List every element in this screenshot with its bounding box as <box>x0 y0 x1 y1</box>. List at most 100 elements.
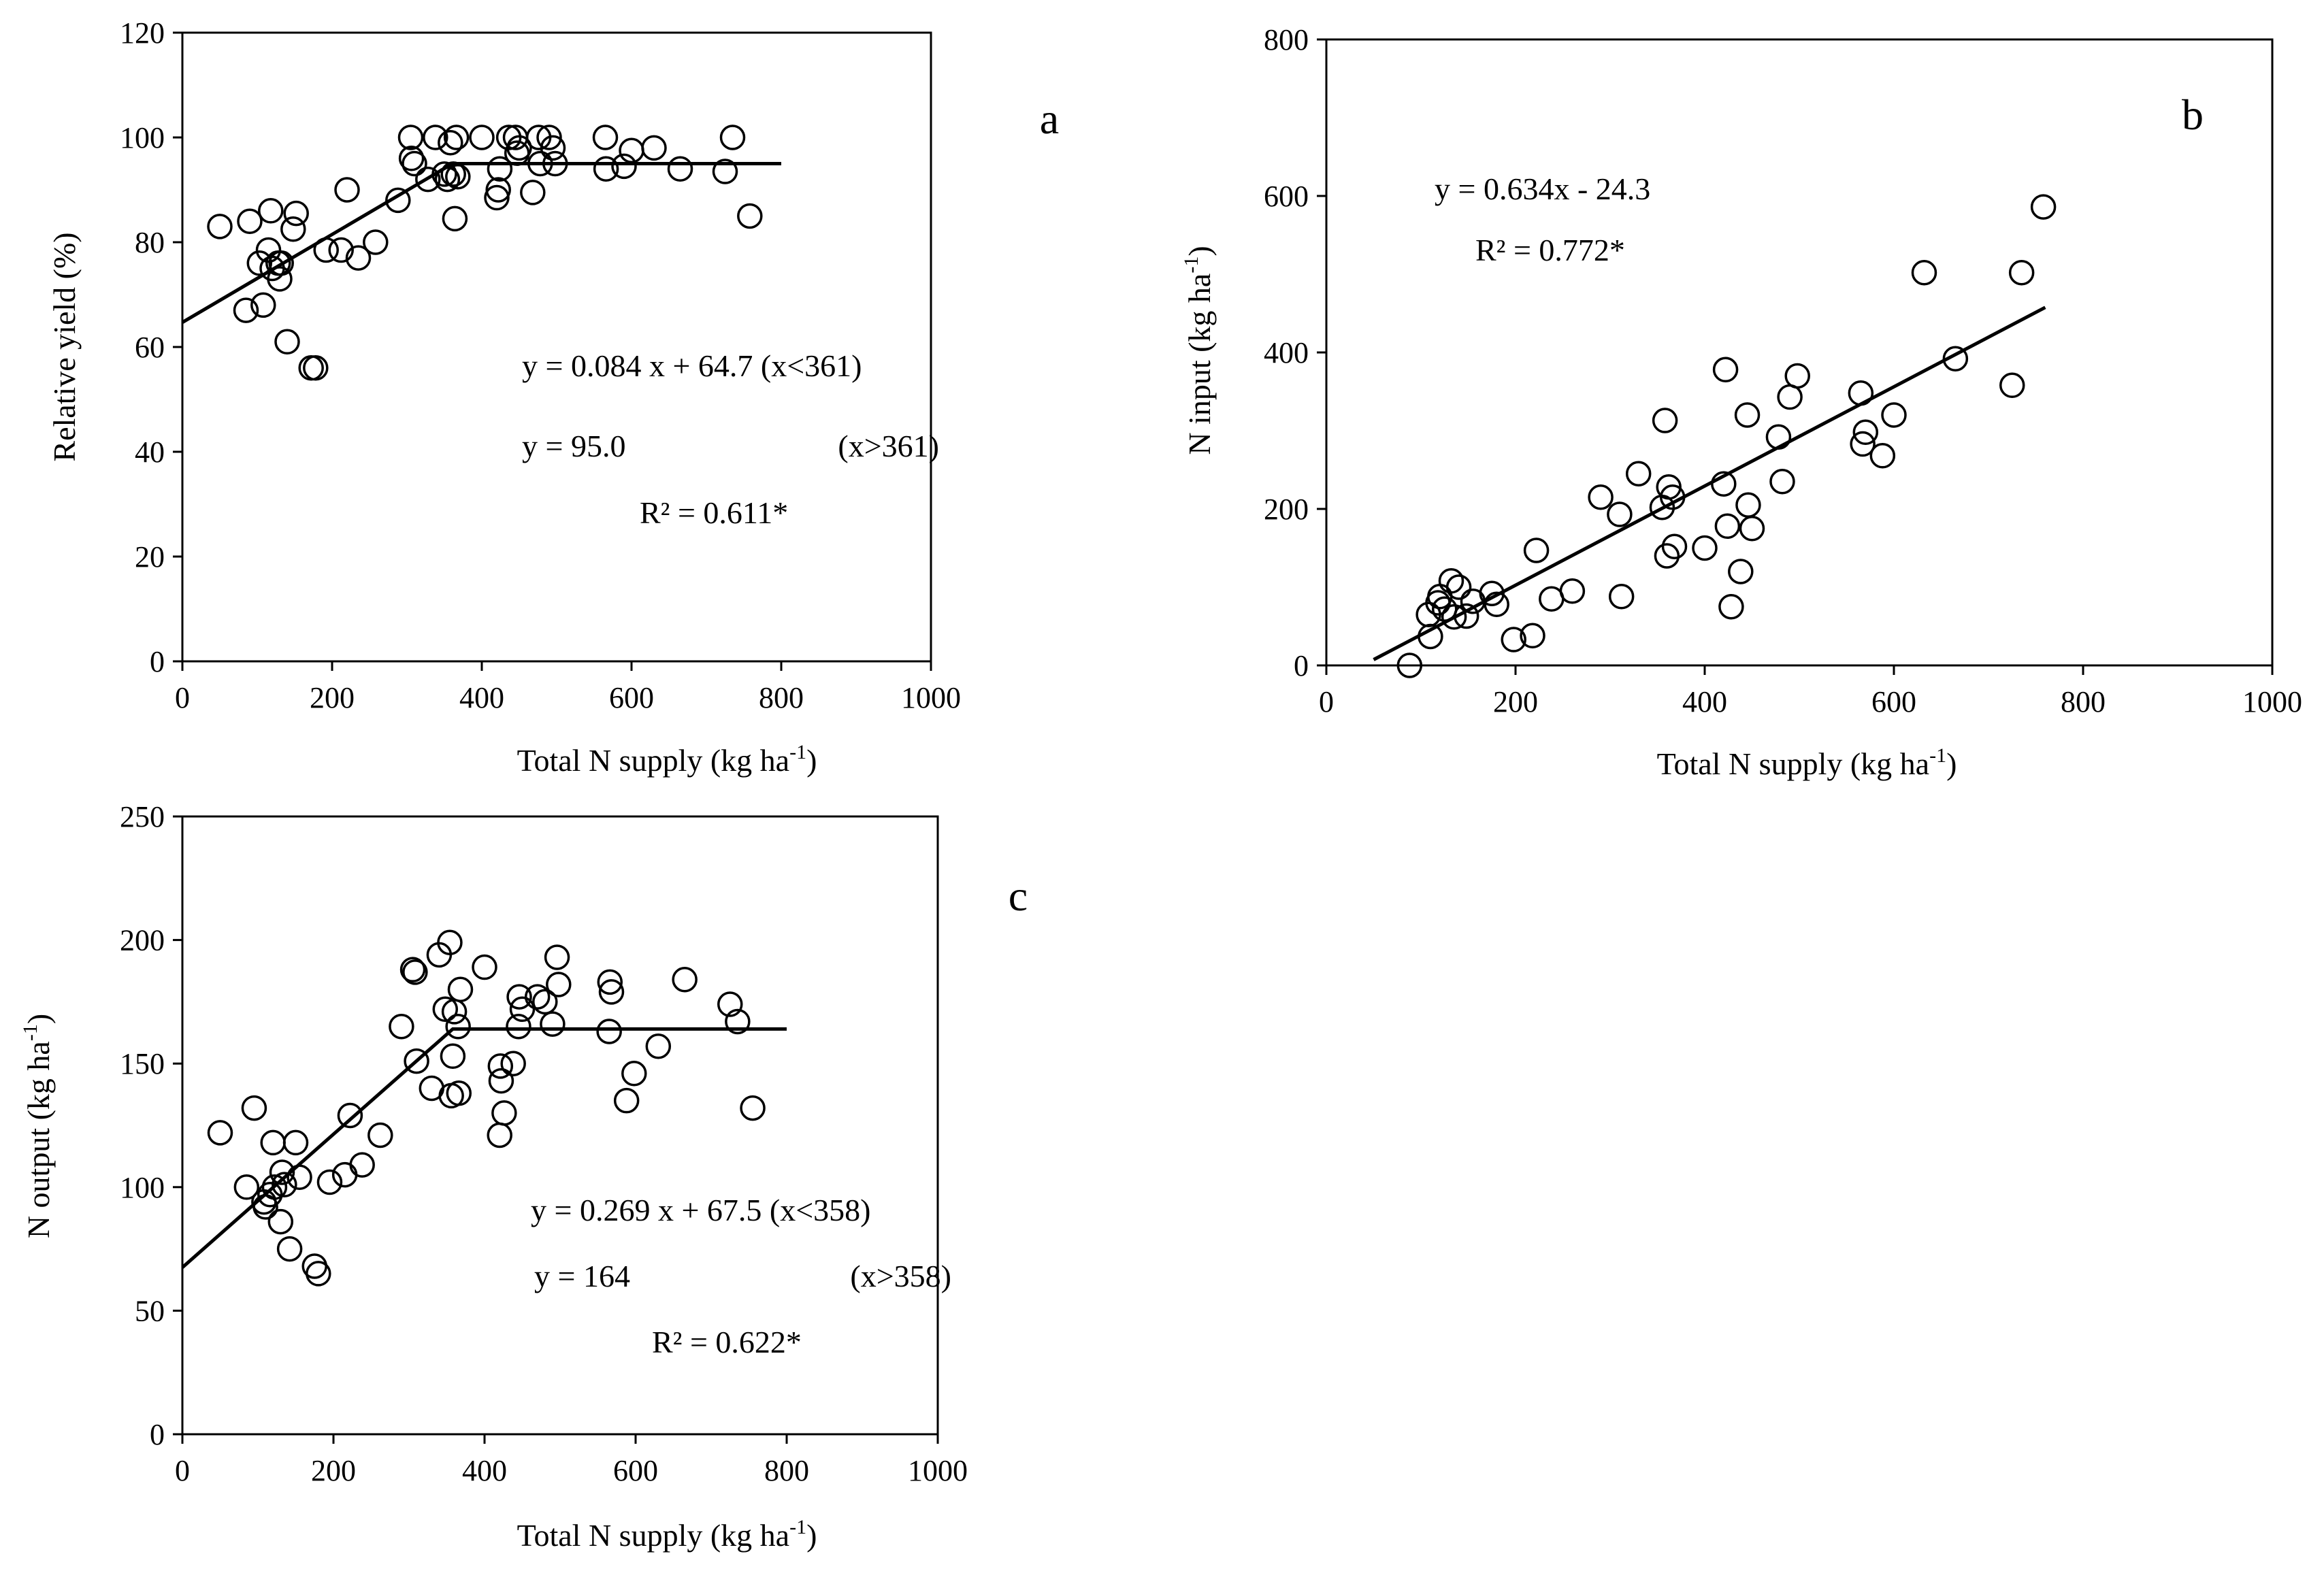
panel-c-x-tick-label: 200 <box>311 1454 356 1487</box>
panel-c-data-point <box>740 1095 766 1121</box>
panel-c-data-point <box>645 1033 672 1059</box>
panel-b-data-point <box>1850 431 1876 457</box>
panel-b-data-point <box>1445 574 1472 600</box>
panel-b-data-point <box>1520 623 1545 649</box>
panel-c-x-tick-label: 800 <box>764 1454 809 1487</box>
panel-c-data-point <box>272 1172 297 1197</box>
panel-b-data-point <box>1852 419 1879 446</box>
panel-c-data-point <box>506 984 532 1010</box>
panel-c-r-squared: R² = 0.622* <box>652 1325 802 1359</box>
panel-b-data-point <box>1523 538 1550 563</box>
panel-b-data-point <box>1608 584 1635 610</box>
panel-a-data-point <box>592 125 619 150</box>
panel-b-x-tick-label: 400 <box>1682 685 1727 718</box>
panel-c-y-tick-label: 0 <box>150 1418 165 1451</box>
panel-a-data-point <box>667 156 693 182</box>
panel-b-data-point <box>1661 533 1688 559</box>
panel-c: 0 200 400 600 800 1000 0 50 100 150 200 250 c y = 0… <box>19 800 1028 1553</box>
panel-c-data-point <box>207 1120 233 1146</box>
panel-a-data-point <box>415 166 441 193</box>
panel-c-data-point <box>389 1013 414 1040</box>
panel-c-data-point <box>509 996 536 1023</box>
panel-a-x-tick-label: 1000 <box>901 681 961 714</box>
panel-c-data-point <box>260 1129 286 1156</box>
panel-a-data-point <box>268 250 294 276</box>
panel-c-data-point <box>276 1236 303 1262</box>
panel-a-y-tick-label: 100 <box>120 121 165 154</box>
panel-c-equation-2: y = 164 <box>534 1259 630 1293</box>
panel-a: 0 200 400 600 800 1000 0 20 40 60 80 100 120 a y = 0… <box>47 16 1059 778</box>
panel-c-y-axis-label: N output (kg ha-1) <box>19 1014 56 1238</box>
panel-a-data-point <box>328 237 354 263</box>
panel-b-data-point <box>2030 194 2057 220</box>
panel-c-x-tick-label: 600 <box>613 1454 658 1487</box>
panel-a-data-point <box>280 216 306 242</box>
panel-c-data-point <box>597 969 623 995</box>
panel-c-x-axis-label: Total N supply (kg ha-1) <box>517 1516 817 1553</box>
panel-c-label: c <box>1009 872 1028 920</box>
panel-a-data-point <box>398 146 425 171</box>
panel-b-x-tick-label: 200 <box>1493 685 1538 718</box>
panel-b-y-tick-label: 600 <box>1264 180 1309 213</box>
panel-a-data-point <box>255 237 282 263</box>
panel-c-data-point <box>672 966 698 993</box>
panel-c-data-point <box>316 1169 343 1195</box>
panel-a-equation-2: y = 95.0 <box>522 429 625 463</box>
panel-c-data-point <box>399 957 426 982</box>
panel-b-data-point <box>1692 535 1718 561</box>
panel-a-equation-2-range: (x>361) <box>838 429 939 463</box>
panel-c-data-point <box>544 944 570 970</box>
panel-a-label: a <box>1040 95 1059 143</box>
panel-c-data-point <box>257 1181 283 1208</box>
panel-b-x-axis-label: Total N supply (kg ha-1) <box>1657 744 1957 781</box>
panel-a-data-point <box>485 177 511 203</box>
panel-a-data-point <box>611 153 637 180</box>
panel-a-y-tick-label: 0 <box>150 645 165 678</box>
panel-c-data-point <box>437 929 463 955</box>
panel-a-data-point <box>442 205 468 232</box>
panel-a-data-point <box>345 245 372 271</box>
panel-c-x-tick-label: 1000 <box>908 1454 968 1487</box>
panel-b-x-tick-label: 800 <box>2061 685 2106 718</box>
panel-b-data-point <box>1728 559 1754 584</box>
panel-a-marks: 0 200 400 600 800 1000 0 20 40 60 80 100 120 <box>120 16 961 714</box>
panel-a-x-axis-label: Total N supply (kg ha-1) <box>517 741 817 778</box>
panel-c-data-point <box>233 1174 260 1200</box>
panel-c-data-point <box>447 976 474 1002</box>
panel-a-data-point <box>207 214 233 239</box>
panel-b-y-tick-label: 800 <box>1264 23 1309 56</box>
panel-b-data-point <box>1438 568 1464 594</box>
panel-c-data-point <box>488 1068 514 1094</box>
panel-b-data-point <box>1777 384 1803 410</box>
panel-c-x-tick-label: 400 <box>462 1454 507 1487</box>
panel-b-data-point <box>1734 402 1761 428</box>
panel-c-data-point <box>241 1095 267 1121</box>
panel-a-data-point <box>712 159 738 184</box>
panel-a-data-point <box>469 125 495 150</box>
panel-c-data-point <box>446 1080 472 1106</box>
panel-b-label: b <box>2182 90 2204 139</box>
panel-c-y-tick-label: 50 <box>135 1294 165 1327</box>
panel-c-data-point <box>621 1060 647 1087</box>
panel-c-data-point <box>506 1013 531 1040</box>
panel-a-data-point <box>520 180 546 205</box>
panel-b-data-point <box>1501 627 1526 652</box>
panel-c-data-point <box>546 972 572 997</box>
panel-c-data-point <box>472 954 497 980</box>
panel-b-data-point <box>1739 516 1765 542</box>
panel-b-y-tick-label: 0 <box>1294 649 1309 682</box>
panel-a-data-point <box>593 156 619 182</box>
panel-a-plot-frame <box>181 31 932 663</box>
panel-b-data-point <box>1656 474 1682 500</box>
panel-a-data-point <box>385 187 411 214</box>
panel-b-y-tick-label: 200 <box>1264 493 1309 526</box>
panel-b-data-point <box>1652 408 1678 433</box>
panel-b-x-tick-label: 0 <box>1319 685 1334 718</box>
panel-c-data-point <box>598 979 625 1005</box>
panel-a-data-point <box>246 250 273 276</box>
panel-b: 0 200 400 600 800 1000 0 200 400 600 800 b y = 0.6… <box>1180 23 2302 781</box>
panel-b-data-point <box>1718 594 1744 620</box>
panel-c-data-point <box>267 1208 294 1235</box>
panel-a-data-point <box>233 297 259 323</box>
